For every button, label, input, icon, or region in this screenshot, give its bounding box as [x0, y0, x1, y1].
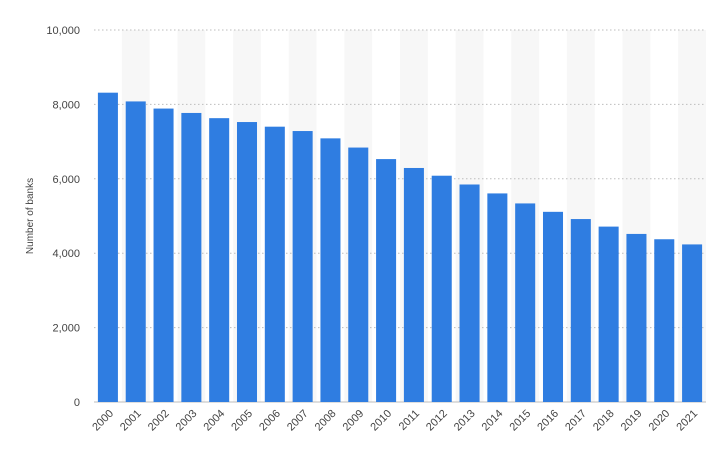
bar-2009[interactable] [348, 147, 369, 402]
x-tick-label: 2021 [674, 408, 700, 434]
y-tick-label: 0 [74, 397, 80, 409]
y-tick-label: 6,000 [52, 174, 80, 186]
x-tick-label: 2018 [591, 408, 617, 434]
bar-2020[interactable] [654, 239, 675, 402]
bar-2016[interactable] [542, 211, 564, 402]
x-axis-ticks: 2000 2001 2002 2003 2004 2005 2006 2007 2008 2009… [90, 408, 700, 434]
bar-2017[interactable] [570, 219, 591, 402]
x-tick-label: 2013 [452, 408, 478, 434]
bar-2013[interactable] [459, 184, 480, 402]
y-tick-label: 2,000 [52, 323, 80, 335]
bar-2021[interactable] [682, 244, 703, 402]
x-tick-label: 2009 [341, 408, 367, 434]
x-tick-label: 2000 [90, 408, 116, 434]
x-tick-label: 2005 [229, 408, 255, 434]
bar-2010[interactable] [376, 159, 397, 402]
x-tick-label: 2007 [285, 408, 311, 434]
y-tick-label: 4,000 [52, 248, 80, 260]
x-tick-label: 2020 [647, 408, 673, 434]
x-tick-label: 2015 [508, 408, 534, 434]
bar-2012[interactable] [431, 175, 452, 402]
bar-2000[interactable] [97, 92, 118, 402]
y-tick-label: 10,000 [46, 25, 80, 37]
bar-2003[interactable] [181, 112, 202, 403]
x-tick-label: 2012 [424, 408, 450, 434]
bar-2014[interactable] [487, 193, 508, 402]
bar-2011[interactable] [403, 167, 424, 402]
y-tick-label: 8,000 [52, 99, 80, 111]
x-tick-label: 2006 [257, 408, 283, 434]
bar-2007[interactable] [292, 131, 313, 402]
x-tick-label: 2004 [202, 408, 228, 434]
x-tick-label: 2008 [313, 408, 339, 434]
bar-2004[interactable] [209, 118, 230, 402]
x-tick-label: 2002 [146, 408, 172, 434]
y-axis-ticks: 0 2,000 4,000 6,000 8,000 10,000 [46, 25, 80, 409]
bar-2005[interactable] [236, 122, 258, 402]
x-tick-label: 2017 [563, 408, 589, 434]
bar-2008[interactable] [320, 138, 341, 403]
y-axis-label: Number of banks [25, 178, 36, 254]
x-tick-label: 2010 [368, 408, 394, 434]
bar-2019[interactable] [626, 233, 647, 402]
x-tick-label: 2019 [619, 408, 645, 434]
bar-2018[interactable] [598, 226, 619, 402]
bar-2001[interactable] [125, 101, 146, 402]
x-tick-label: 2014 [480, 408, 506, 434]
x-tick-label: 2011 [397, 408, 422, 433]
bar-2002[interactable] [153, 108, 174, 402]
x-tick-label: 2016 [535, 408, 561, 434]
bar-2015[interactable] [515, 203, 536, 402]
x-tick-label: 2001 [118, 408, 144, 434]
bars [97, 92, 703, 403]
bar-2006[interactable] [264, 126, 285, 402]
x-tick-label: 2003 [174, 408, 200, 434]
